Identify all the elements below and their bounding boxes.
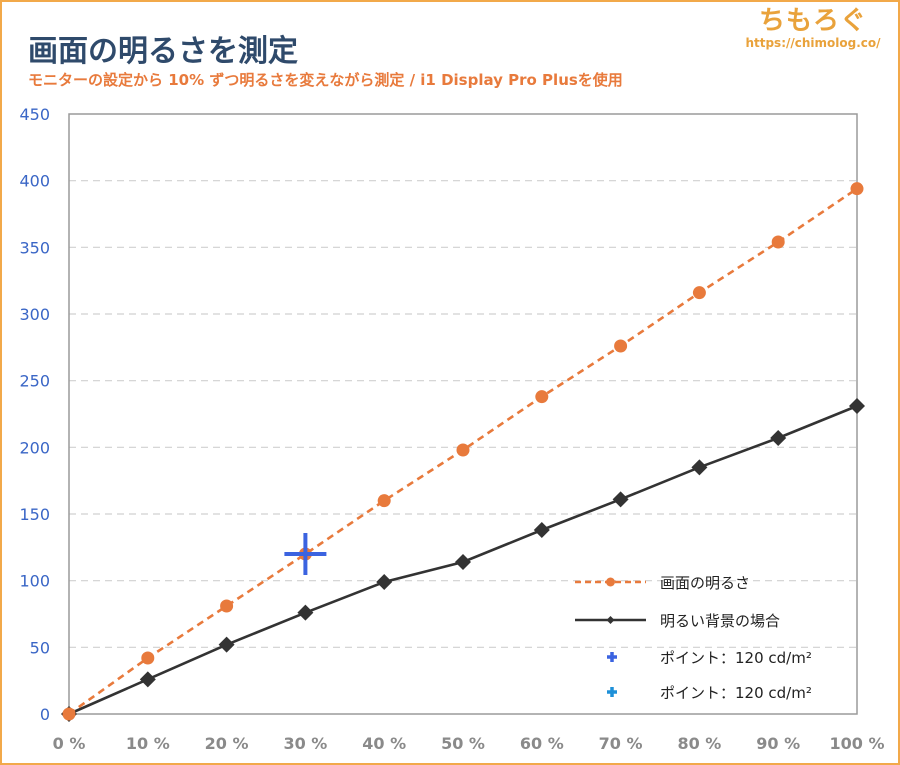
- x-tick-label: 90 %: [756, 734, 800, 753]
- data-point-screen-brightness: [456, 443, 470, 457]
- y-tick-label: 400: [19, 172, 50, 191]
- data-point-bright-background: [533, 522, 550, 538]
- data-point-screen-brightness: [377, 494, 391, 508]
- data-point-bright-background: [218, 636, 235, 653]
- x-tick-label: 70 %: [599, 734, 643, 753]
- x-tick-label: 50 %: [441, 734, 485, 753]
- chart-subtitle: モニターの設定から 10% ずつ明るさを変えながら測定 / i1 Display…: [28, 71, 623, 89]
- chart-title: 画面の明るさを測定: [28, 34, 298, 69]
- site-logo: ちもろぐ https://chimolog.co/: [738, 6, 888, 50]
- y-tick-label: 250: [19, 372, 50, 391]
- legend-label: 明るい背景の場合: [660, 612, 780, 630]
- x-tick-label: 100 %: [830, 734, 885, 753]
- logo-url: https://chimolog.co/: [745, 36, 881, 50]
- x-tick-label: 0 %: [53, 734, 86, 753]
- x-tick-label: 30 %: [283, 734, 327, 753]
- data-point-screen-brightness: [62, 707, 76, 721]
- y-tick-label: 300: [19, 305, 50, 324]
- x-tick-label: 40 %: [362, 734, 406, 753]
- data-point-screen-brightness: [220, 599, 234, 613]
- data-point-bright-background: [139, 671, 156, 688]
- x-tick-label: 20 %: [205, 734, 249, 753]
- data-point-bright-background: [691, 459, 708, 476]
- y-tick-label: 0: [40, 705, 50, 724]
- y-tick-label: 200: [19, 438, 50, 457]
- data-point-bright-background: [455, 554, 471, 570]
- legend-label: 画面の明るさ: [660, 574, 750, 592]
- data-point-screen-brightness: [692, 286, 706, 300]
- y-tick-label: 50: [30, 638, 50, 657]
- y-tick-label: 350: [19, 238, 50, 257]
- data-point-screen-brightness: [141, 651, 155, 665]
- data-point-screen-brightness: [535, 390, 549, 404]
- data-point-bright-background: [612, 491, 629, 508]
- legend-label: ポイント：120 cd/m²: [660, 684, 812, 702]
- data-point-bright-background: [849, 398, 865, 414]
- x-tick-label: 10 %: [126, 734, 170, 753]
- logo-text: ちもろぐ: [758, 6, 867, 36]
- data-point-screen-brightness: [614, 339, 628, 353]
- data-point-screen-brightness: [850, 182, 864, 196]
- data-point-bright-background: [297, 604, 314, 621]
- legend-label: ポイント：120 cd/m²: [660, 649, 812, 667]
- legend-marker-bright-background: [606, 616, 615, 624]
- data-point-bright-background: [770, 430, 787, 446]
- y-tick-label: 100: [19, 572, 50, 591]
- y-tick-label: 450: [19, 105, 50, 124]
- x-tick-label: 60 %: [520, 734, 564, 753]
- data-point-screen-brightness: [771, 235, 785, 249]
- x-tick-label: 80 %: [677, 734, 721, 753]
- legend-marker-screen-brightness: [606, 577, 615, 587]
- data-point-bright-background: [376, 574, 393, 590]
- y-tick-label: 150: [19, 505, 50, 524]
